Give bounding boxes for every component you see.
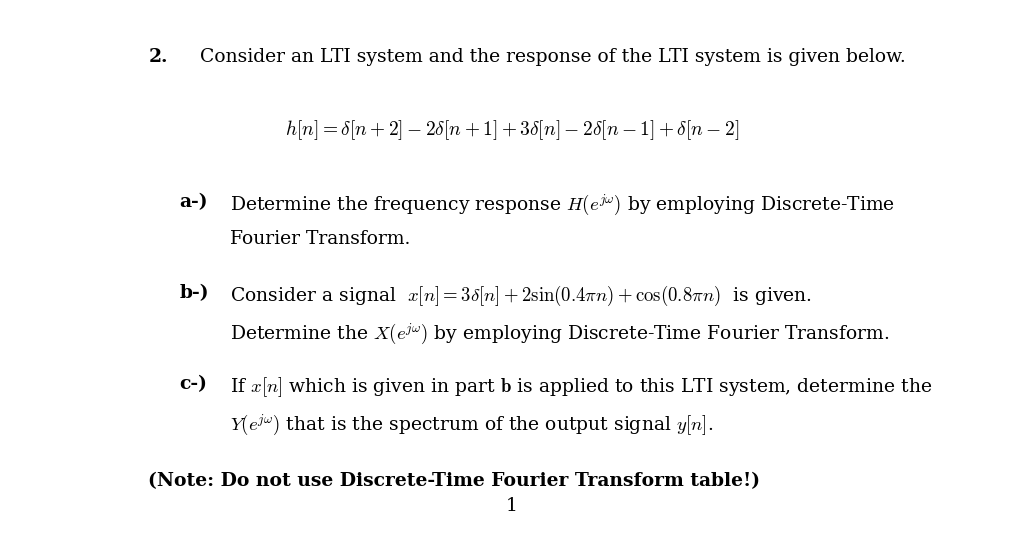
Text: Consider a signal  $x[n] = 3\delta[n] + 2\sin(0.4\pi n) + \cos(0.8\pi n)$  is gi: Consider a signal $x[n] = 3\delta[n] + 2… xyxy=(230,284,812,308)
Text: Determine the $X(e^{j\omega})$ by employing Discrete-Time Fourier Transform.: Determine the $X(e^{j\omega})$ by employ… xyxy=(230,322,890,346)
Text: Fourier Transform.: Fourier Transform. xyxy=(230,230,411,249)
Text: $h[n] = \delta[n+2] - 2\delta[n+1] + 3\delta[n] - 2\delta[n-1] + \delta[n-2]$: $h[n] = \delta[n+2] - 2\delta[n+1] + 3\d… xyxy=(285,118,739,142)
Text: (Note: Do not use Discrete-Time Fourier Transform table!): (Note: Do not use Discrete-Time Fourier … xyxy=(148,472,761,490)
Text: Consider an LTI system and the response of the LTI system is given below.: Consider an LTI system and the response … xyxy=(200,48,905,66)
Text: If $x[n]$ which is given in part $\mathbf{b}$ is applied to this LTI system, det: If $x[n]$ which is given in part $\mathb… xyxy=(230,375,933,399)
Text: b-): b-) xyxy=(179,284,209,302)
Text: $Y(e^{j\omega})$ that is the spectrum of the output signal $y[n]$.: $Y(e^{j\omega})$ that is the spectrum of… xyxy=(230,413,714,437)
Text: 2.: 2. xyxy=(148,48,168,66)
Text: c-): c-) xyxy=(179,375,207,393)
Text: a-): a-) xyxy=(179,193,208,211)
Text: Determine the frequency response $H(e^{j\omega})$ by employing Discrete-Time: Determine the frequency response $H(e^{j… xyxy=(230,193,895,218)
Text: 1: 1 xyxy=(506,496,518,515)
